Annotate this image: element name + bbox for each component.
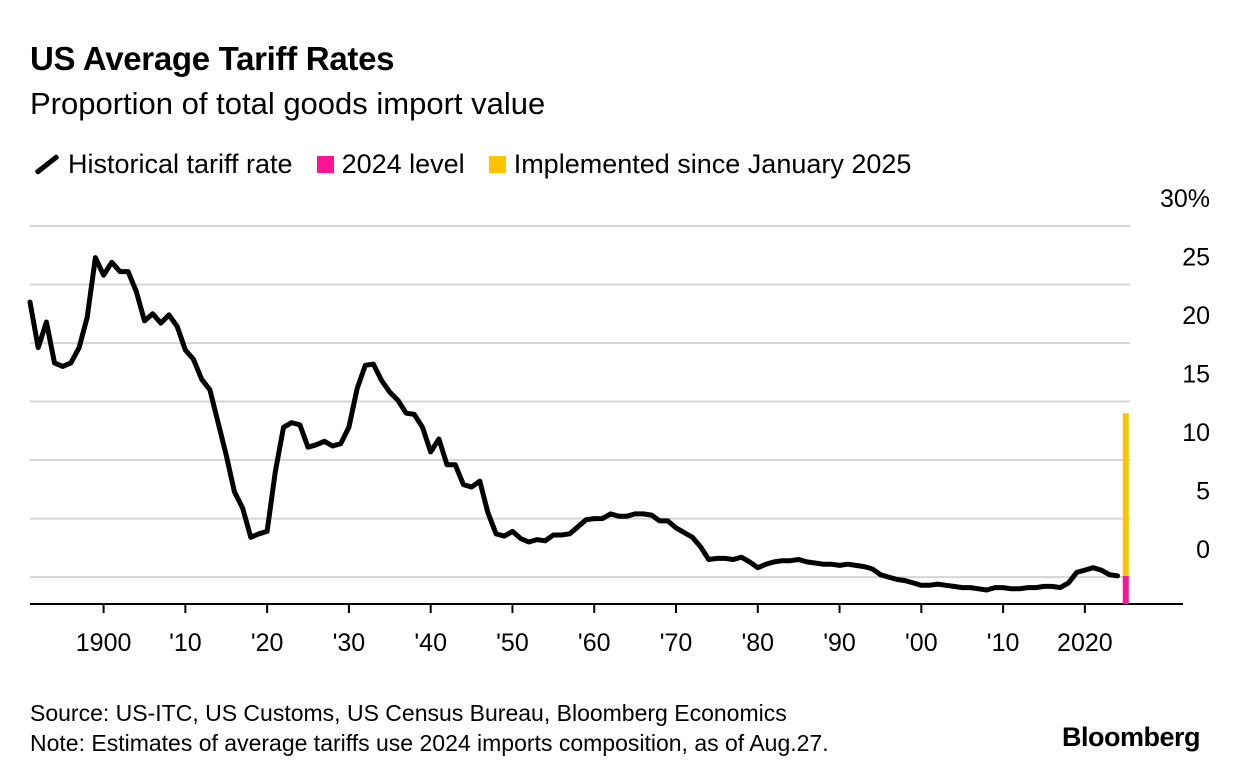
legend-item-historical: Historical tariff rate (30, 149, 293, 180)
bloomberg-logo: Bloomberg (1061, 722, 1201, 752)
x-tick-label: 1900 (76, 629, 132, 657)
bar-2024-level (1122, 575, 1129, 604)
bar-implemented-2025 (1122, 413, 1129, 576)
x-tick-label: '50 (496, 629, 529, 657)
y-tick-label: 30% (1160, 185, 1210, 213)
methodology-note: Note: Estimates of average tariffs use 2… (30, 730, 829, 756)
y-tick-label: 10 (1182, 419, 1210, 447)
legend-item-2024: 2024 level (316, 148, 465, 180)
x-tick-label: '70 (660, 629, 693, 657)
legend-label-historical: Historical tariff rate (68, 148, 293, 179)
x-tick-label: '00 (905, 629, 938, 657)
x-tick-label: 2020 (1057, 629, 1113, 657)
chart-title: US Average Tariff Rates (30, 40, 395, 77)
x-tick-label: '60 (578, 629, 611, 657)
source-note: Source: US-ITC, US Customs, US Census Bu… (30, 700, 787, 726)
yellow-swatch-icon (488, 155, 506, 173)
magenta-swatch-icon (316, 155, 334, 173)
chart-subtitle: Proportion of total goods import value (30, 86, 546, 121)
y-tick-label: 0 (1196, 536, 1210, 564)
x-tick-label: '40 (414, 629, 447, 657)
series-line-historical (27, 255, 1121, 593)
x-tick-label: '10 (987, 629, 1020, 657)
x-tick-label: '90 (823, 629, 856, 657)
legend-label-2025: Implemented since January 2025 (513, 148, 912, 179)
x-tick-label: '30 (333, 629, 366, 657)
legend-item-2025: Implemented since January 2025 (488, 148, 912, 180)
legend-label-2024: 2024 level (341, 148, 465, 179)
legend: Historical tariff rate 2024 level Implem… (30, 146, 935, 182)
y-tick-label: 20 (1182, 302, 1210, 330)
y-tick-label: 25 (1182, 244, 1210, 272)
y-tick-label: 5 (1196, 478, 1210, 506)
y-tick-label: 15 (1182, 361, 1210, 389)
x-tick-label: '20 (251, 629, 284, 657)
x-tick-label: '10 (169, 629, 202, 657)
x-tick-label: '80 (741, 629, 774, 657)
